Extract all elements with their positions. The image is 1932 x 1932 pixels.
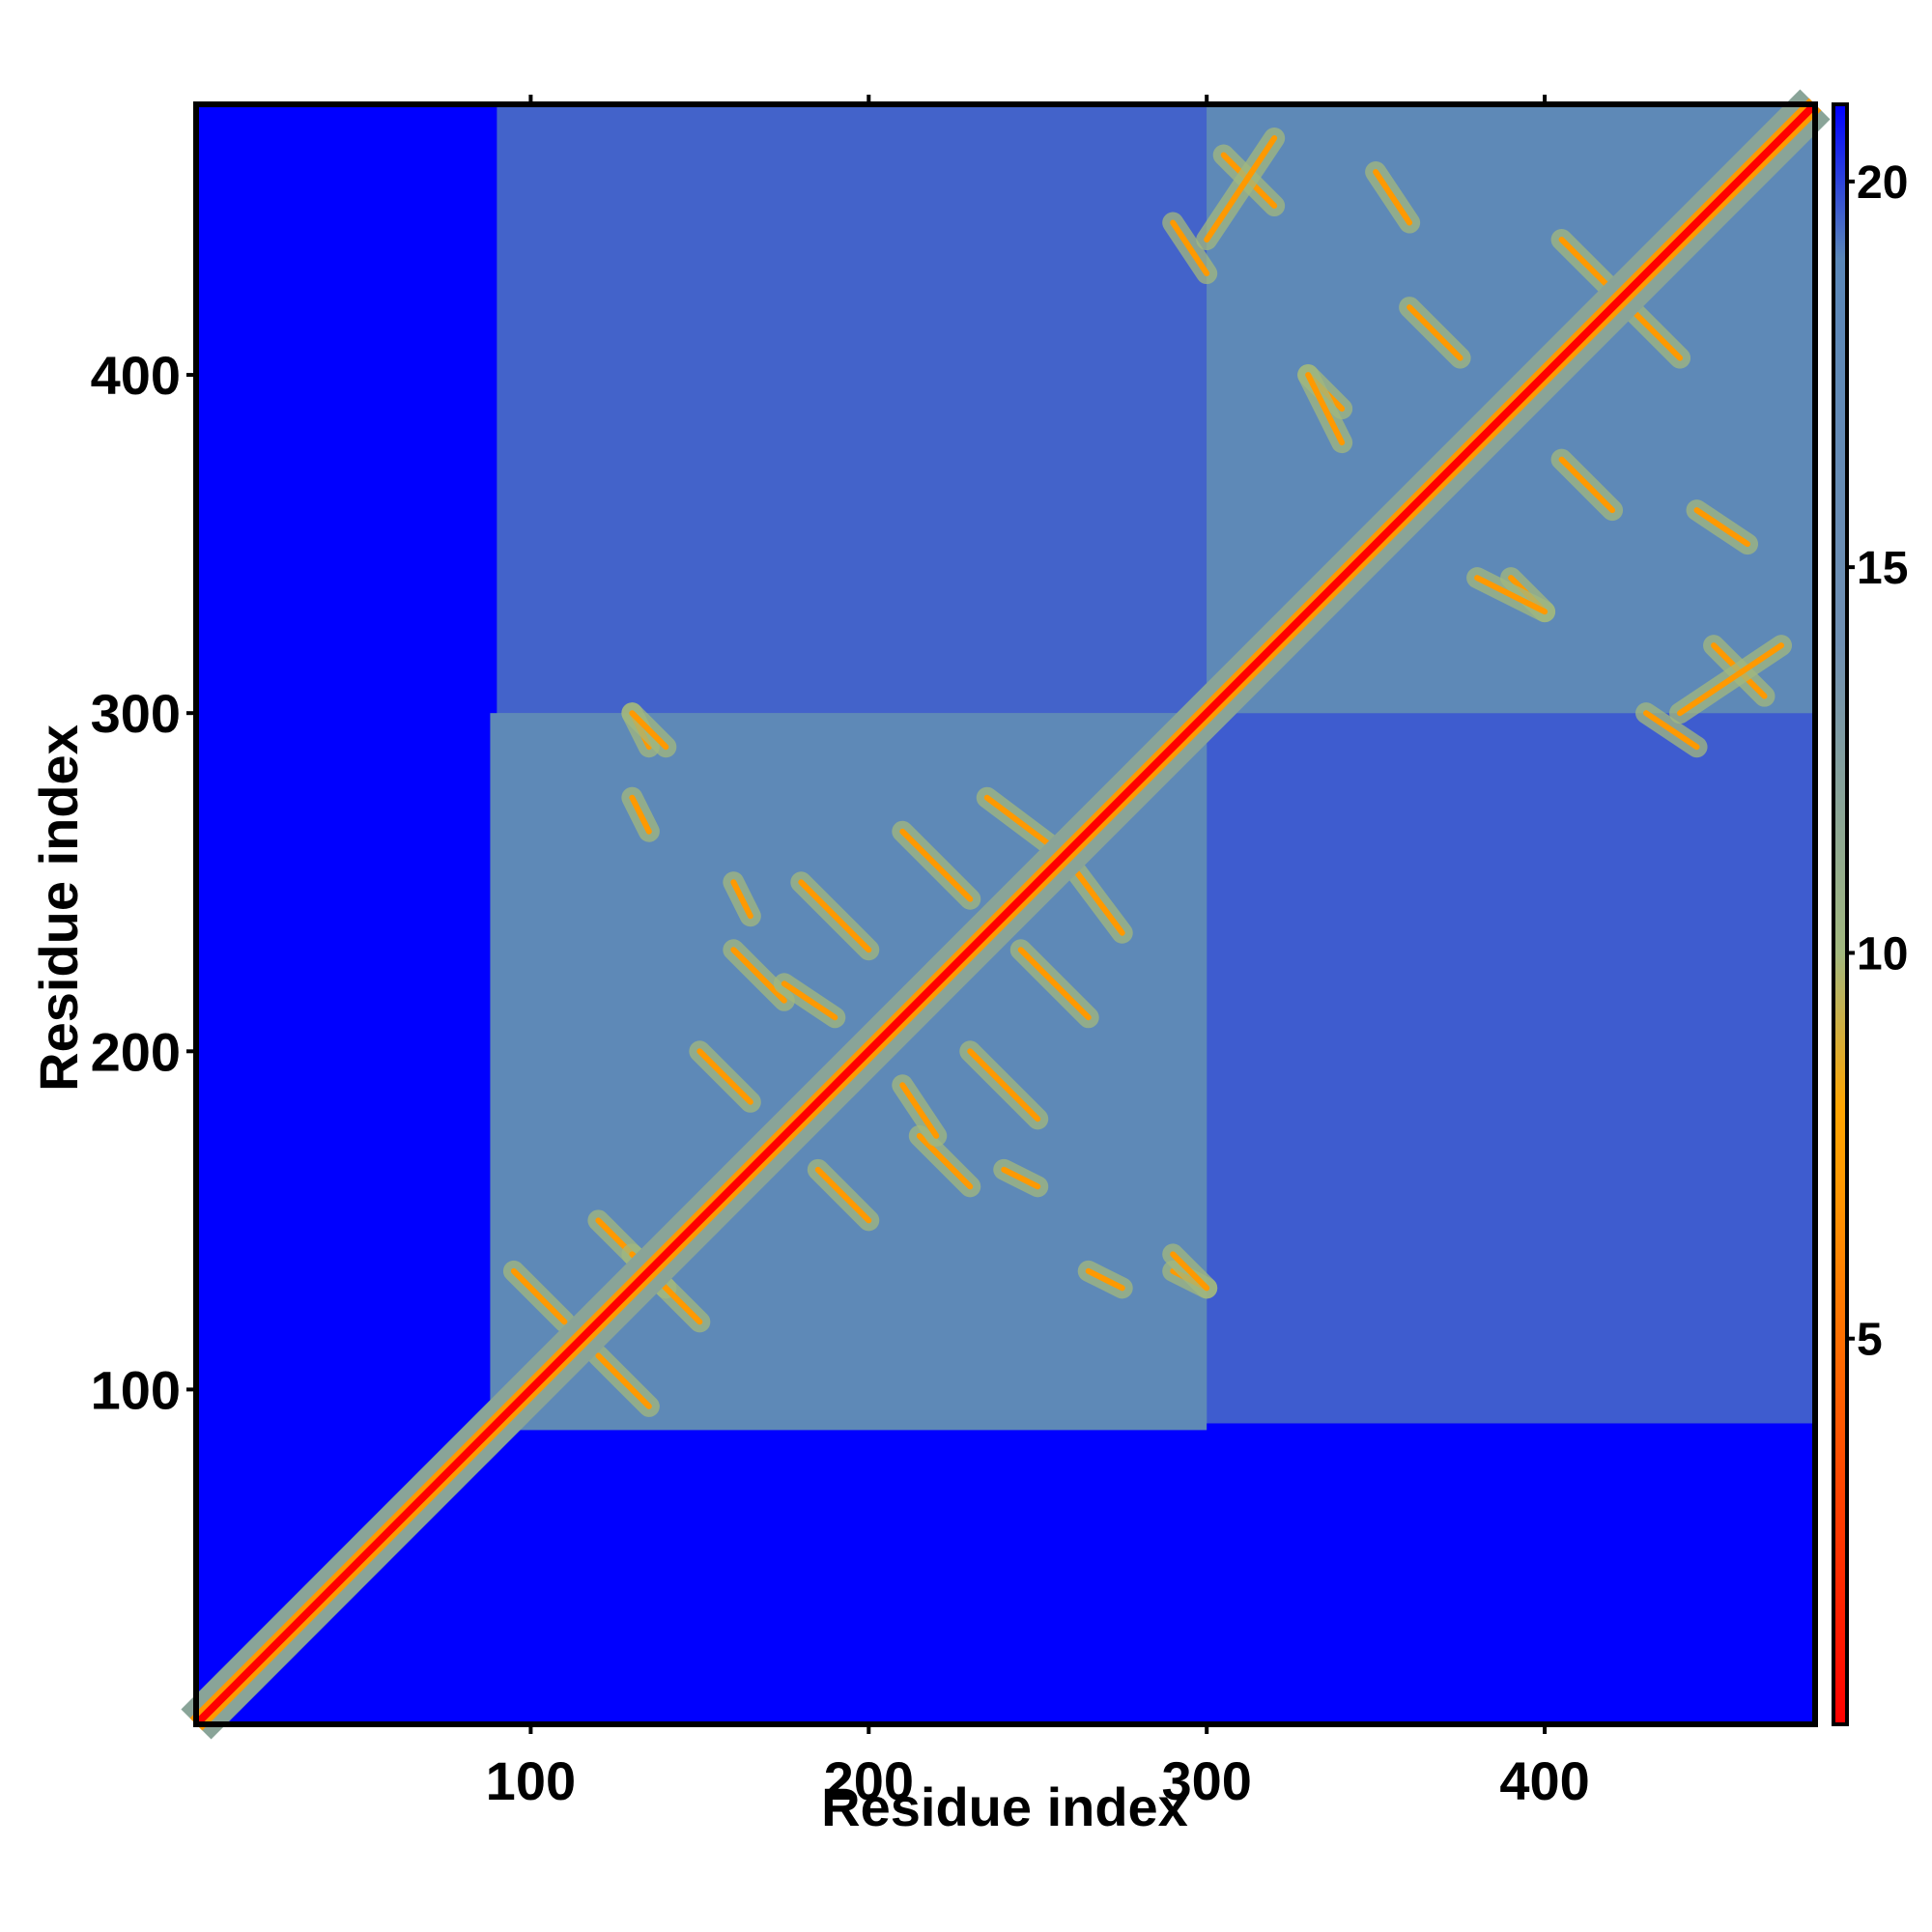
colorbar-tick-label: 10 [1857,928,1908,980]
contact-stripe [1677,642,1785,717]
contact-stripe [983,794,1058,852]
x-tick-label: 300 [1161,1750,1251,1811]
y-tick-label: 300 [91,683,181,744]
contact-stripe [1373,169,1413,226]
heatmap-interdomain-upper-left [497,104,1208,714]
contact-stripe [629,794,652,835]
heatmap-interdomain-lower-right [1207,713,1815,1424]
contact-stripe [1626,304,1684,361]
x-tick-label: 100 [486,1750,576,1811]
colorbar-tick-label: 20 [1857,157,1908,209]
colorbar-bar [1832,102,1849,1726]
contact-stripe [1170,219,1210,277]
contact-stripe [1068,862,1125,936]
contact-stripe [814,1166,872,1224]
contact-stripe [1643,710,1700,751]
contact-stripe [798,879,872,953]
contact-stripe [595,1352,652,1409]
x-tick-label: 200 [824,1750,914,1811]
diagonal-core [193,101,1818,1727]
contact-stripe [1693,507,1751,548]
contact-stripe [916,1132,974,1190]
plot-frame [193,101,1818,1727]
contact-stripe [1558,456,1616,514]
contact-stripe [899,1082,940,1139]
x-axis-label: Residue index [821,1776,1188,1837]
contact-stripe [1305,372,1346,446]
axes: 100 200 300 400 100 200 300 400 [91,95,1818,1811]
contact-stripe [781,980,838,1021]
contact-stripe [1001,1166,1041,1190]
y-axis-label: Residue index [28,724,89,1092]
y-tick-label: 200 [91,1021,181,1082]
colorbar-tick-label: 5 [1857,1315,1883,1366]
y-tick-label: 100 [91,1359,181,1420]
contact-stripe [1558,237,1616,294]
contact-stripe [967,1048,1041,1122]
contact-stripe [1474,575,1548,615]
y-tick-label: 400 [91,345,181,406]
colorbar: 5 10 15 20 [1832,102,1908,1726]
contact-stripe [1406,304,1463,361]
contact-stripe [1085,1267,1125,1292]
colorbar-tick-label: 15 [1857,543,1908,594]
contact-stripe [730,947,787,1004]
contact-stripe [696,1048,753,1105]
contact-stripe [1017,947,1092,1021]
x-tick-label: 400 [1499,1750,1589,1811]
contact-stripe [899,828,974,902]
contact-stripe [730,879,753,920]
contact-stripe [1170,1251,1210,1292]
contact-stripe [510,1267,568,1325]
contact-stripe [1204,135,1278,243]
heatmap-layer [181,89,1831,1740]
contact-stripe [629,710,669,751]
